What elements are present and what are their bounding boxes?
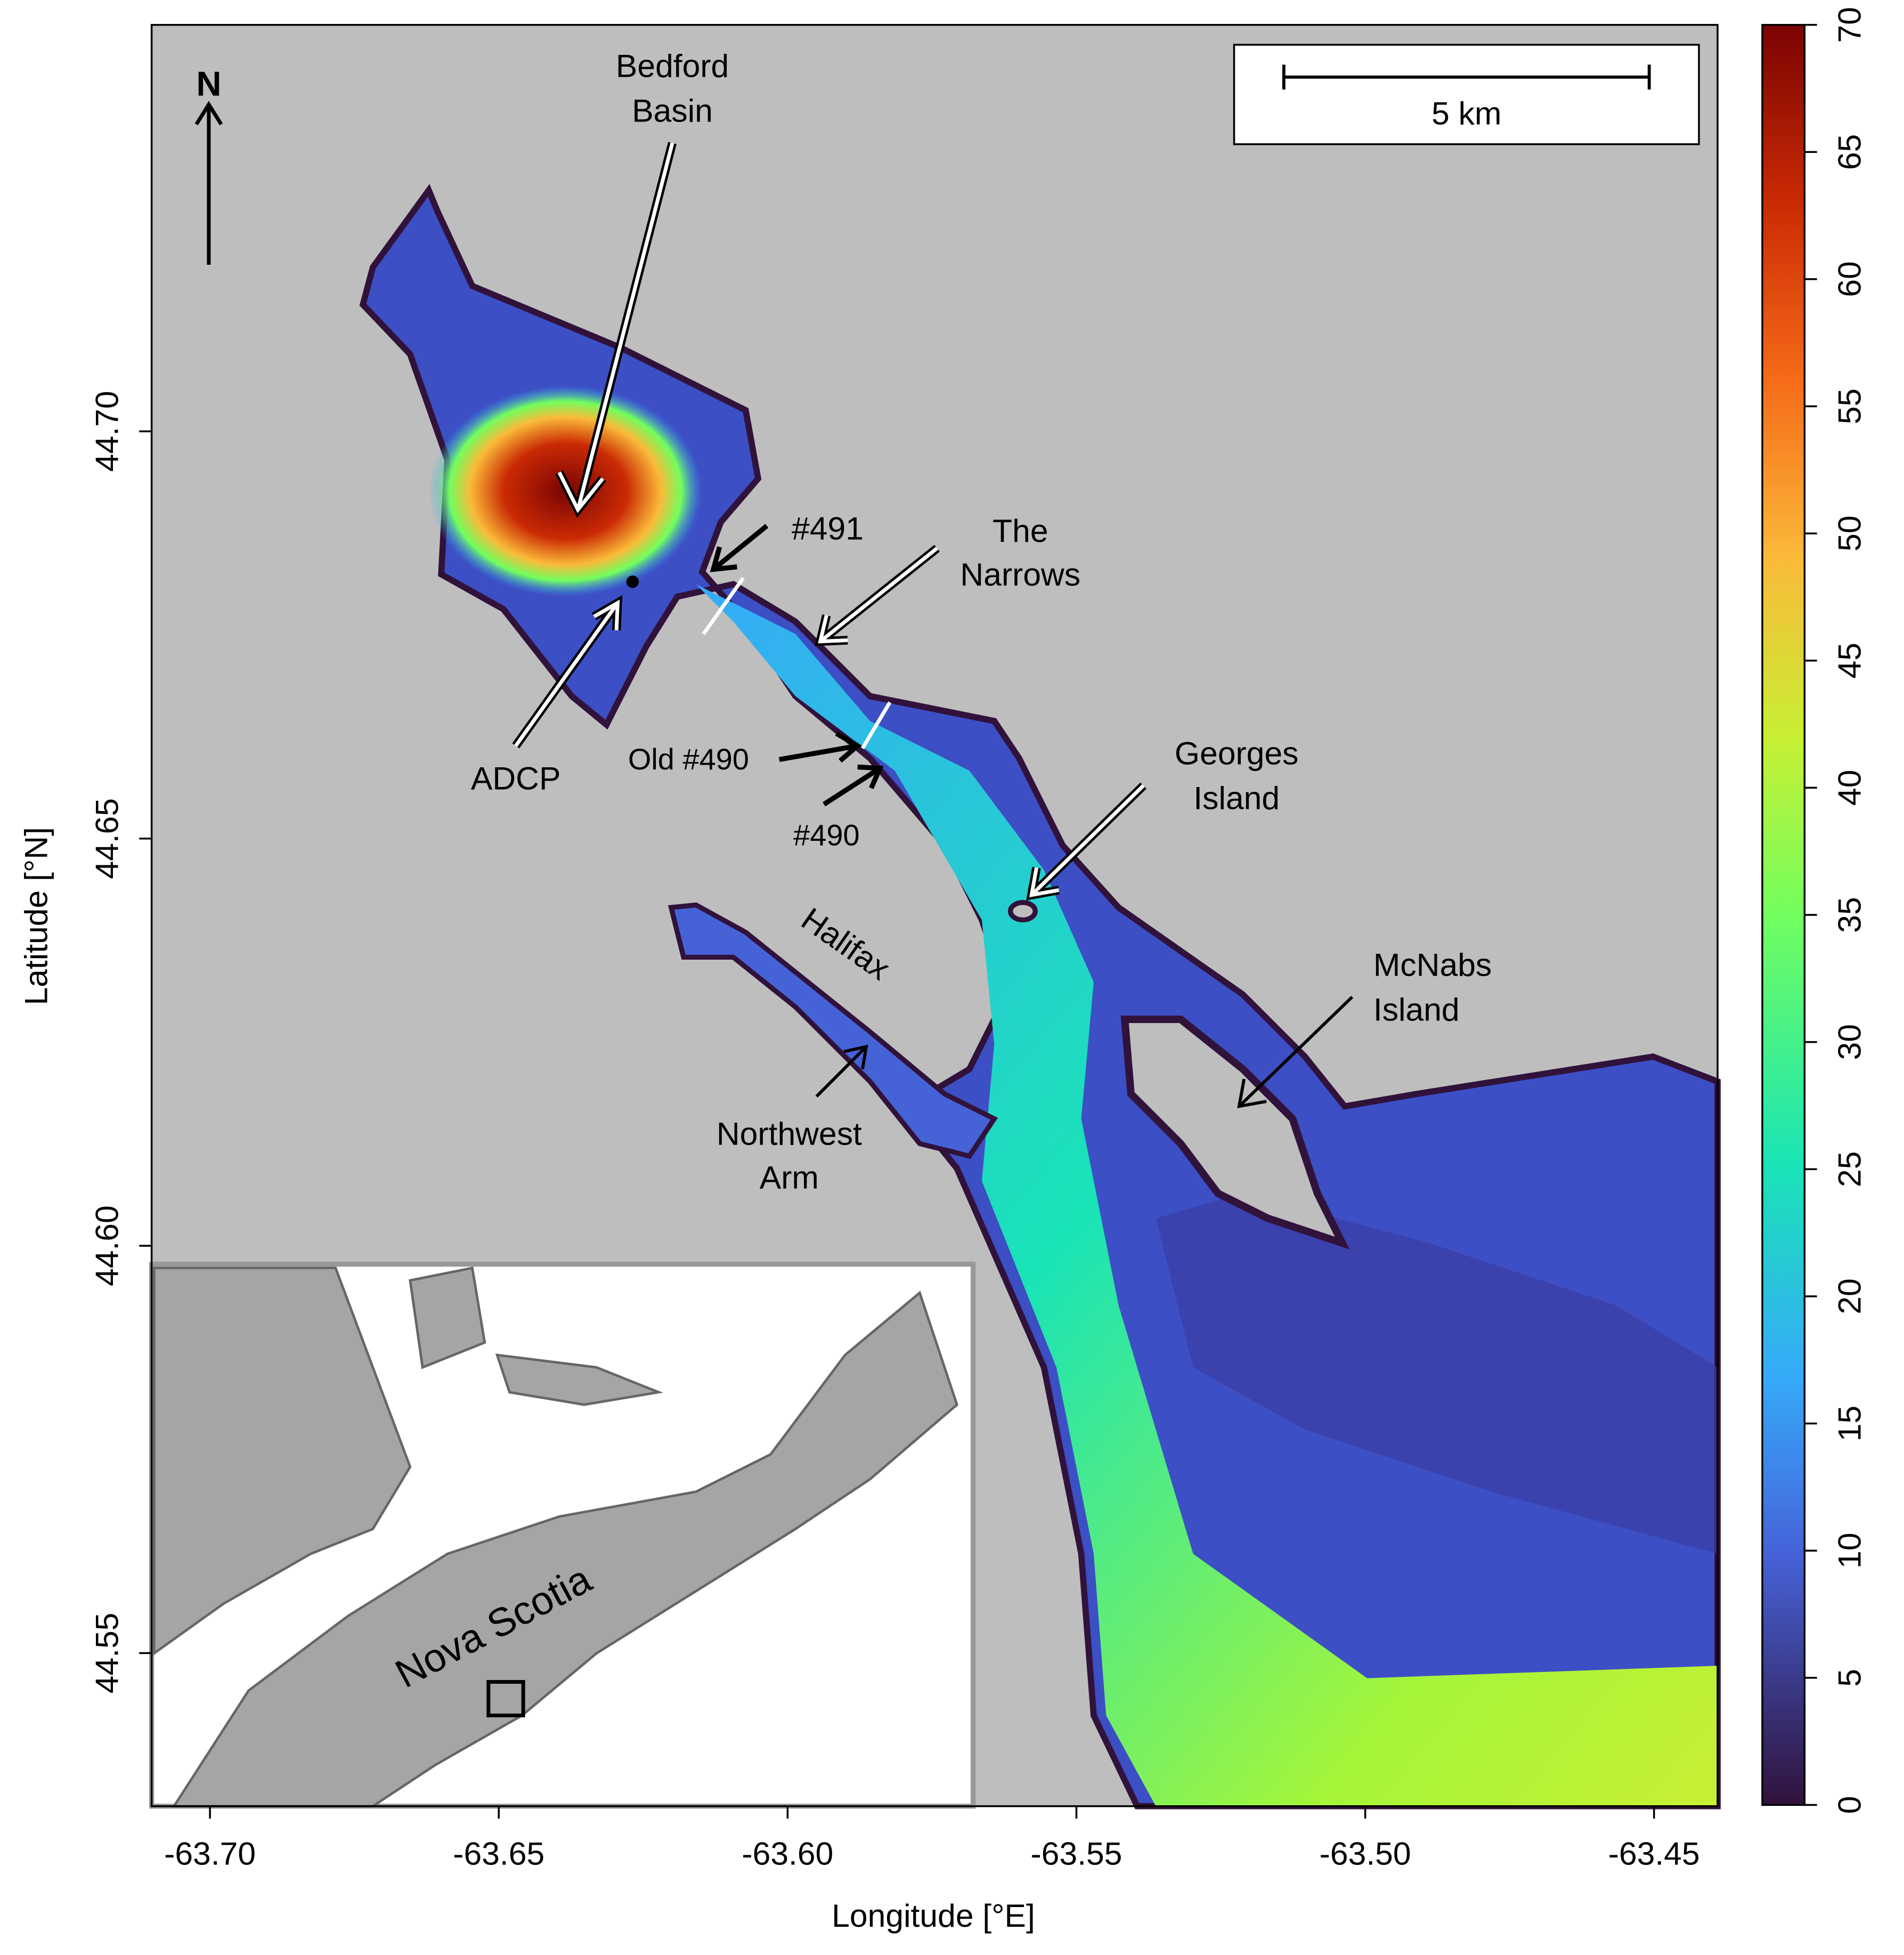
scale-box xyxy=(1233,44,1700,145)
annotation: Northwest xyxy=(717,1116,862,1152)
y-axis-label: Latitude [°N] xyxy=(18,827,54,1005)
arrow xyxy=(514,599,620,747)
colorbar-tick-label: 35 xyxy=(1831,897,1867,932)
annotation: Old #490 xyxy=(628,742,749,776)
callouts xyxy=(512,142,1354,1108)
colorbar-tick-label: 0 xyxy=(1831,1796,1867,1814)
colorbar-tick-label: 65 xyxy=(1831,134,1867,170)
arrow xyxy=(778,731,862,763)
y-tick-label: 44.60 xyxy=(89,1205,125,1286)
y-tick-label: 44.55 xyxy=(89,1612,125,1693)
inset-land xyxy=(495,1353,664,1406)
x-tick-label: -63.55 xyxy=(1031,1835,1122,1871)
inset-land xyxy=(409,1266,486,1369)
x-tick-label: -63.45 xyxy=(1608,1835,1700,1871)
northwest-arm xyxy=(668,902,998,1159)
annotation: #490 xyxy=(793,818,860,851)
arrow xyxy=(815,1044,868,1098)
scale-bar xyxy=(1282,64,1651,90)
inset-land xyxy=(172,1291,959,1808)
annotation: Basin xyxy=(632,93,713,129)
arrow xyxy=(710,524,769,572)
y-tick-label: 44.65 xyxy=(89,798,125,879)
harbor-water xyxy=(696,584,1718,1806)
x-axis-label: Longitude [°E] xyxy=(832,1897,1035,1934)
annotation: The xyxy=(992,513,1048,549)
annotation: Island xyxy=(1193,780,1280,816)
annotation: McNabs xyxy=(1373,946,1492,983)
map-panel: Nova Scotia N 5 km Bedford Basin #491 Th… xyxy=(18,23,1721,1934)
adcp-point xyxy=(626,575,639,588)
annotation: Arm xyxy=(760,1159,819,1195)
arrow xyxy=(1029,784,1145,898)
colorbar-tick-label: 15 xyxy=(1831,1406,1867,1441)
arrow xyxy=(1237,995,1354,1108)
outer-deep-blue xyxy=(1156,1193,1718,1554)
annotation: Narrows xyxy=(960,556,1080,593)
colorbar-tick-label: 40 xyxy=(1831,770,1867,806)
colorbar-tick-label: 25 xyxy=(1831,1151,1867,1187)
annotation: #491 xyxy=(792,510,864,547)
arrow xyxy=(818,547,939,644)
annotation: Bedford xyxy=(616,48,729,84)
annotation: Island xyxy=(1373,991,1460,1027)
colorbar-tick-label: 45 xyxy=(1831,643,1867,678)
transect xyxy=(702,577,745,635)
study-area-box xyxy=(486,1680,525,1717)
north-label: N xyxy=(196,64,221,103)
inset-land xyxy=(152,1267,412,1656)
annotation: Georges xyxy=(1175,735,1299,772)
y-tick-label: 44.70 xyxy=(89,391,125,472)
mcnabs-island xyxy=(1120,1016,1350,1250)
x-tick-label: -63.70 xyxy=(164,1835,256,1871)
colorbar-tick-label: 50 xyxy=(1831,515,1867,551)
colorbar xyxy=(1761,23,1806,1806)
arrow xyxy=(557,142,674,513)
georges-island xyxy=(1007,900,1038,923)
north-arrow-head xyxy=(194,101,223,126)
colorbar-tick-label: 20 xyxy=(1831,1278,1867,1314)
x-tick-label: -63.50 xyxy=(1320,1835,1411,1871)
colorbar-tick-label: 5 xyxy=(1831,1669,1867,1687)
annotation: ADCP xyxy=(471,760,560,796)
colorbar-tick-label: 30 xyxy=(1831,1024,1867,1060)
colorbar-tick-label: 60 xyxy=(1831,261,1867,297)
colorbar-tick-label: 55 xyxy=(1831,388,1867,424)
x-tick-label: -63.60 xyxy=(742,1835,833,1871)
transect xyxy=(861,701,892,750)
frame xyxy=(150,23,1719,1807)
scale-label: 5 km xyxy=(1431,95,1501,131)
x-tick-label: -63.65 xyxy=(453,1835,544,1871)
arrow xyxy=(823,764,884,807)
colorbar-tick-label: 10 xyxy=(1831,1532,1867,1568)
colorbar-tick-label: 70 xyxy=(1831,7,1867,43)
